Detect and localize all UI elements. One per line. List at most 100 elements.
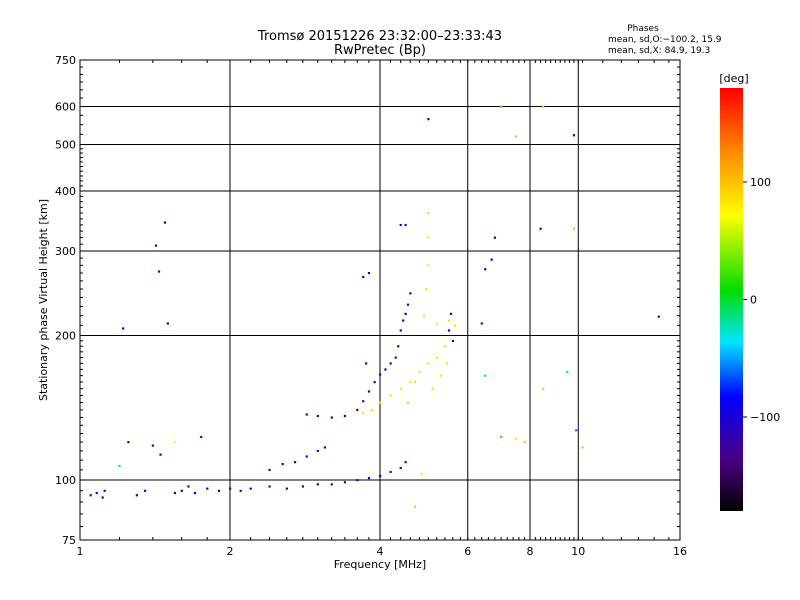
data-point	[427, 118, 430, 121]
colorbar-tick-label: −100	[750, 411, 780, 424]
y-tick-label: 75	[62, 534, 76, 547]
data-point	[427, 362, 430, 365]
data-point	[268, 485, 271, 488]
data-point	[180, 489, 183, 492]
data-point	[451, 339, 455, 343]
data-point	[409, 381, 412, 384]
data-point	[239, 489, 242, 492]
data-point	[515, 135, 518, 138]
data-point	[281, 462, 284, 466]
data-point	[367, 476, 371, 480]
x-tick-label: 2	[227, 545, 234, 558]
data-point	[89, 494, 92, 497]
data-point	[399, 223, 402, 227]
data-point	[229, 487, 232, 490]
data-point	[187, 485, 190, 488]
data-point	[404, 461, 407, 464]
data-point	[542, 387, 545, 390]
data-point	[362, 400, 365, 403]
data-point	[135, 494, 138, 497]
data-point	[143, 489, 147, 492]
data-point	[157, 270, 161, 273]
data-point	[356, 408, 359, 412]
data-point	[362, 411, 365, 415]
data-point	[301, 485, 305, 488]
y-tick-label: 200	[55, 330, 76, 343]
data-point	[316, 483, 319, 486]
data-point	[367, 390, 371, 393]
plot-area: 1 2 4 6 8 10 16 75 100 200 300 400 500 600 750	[55, 54, 687, 558]
data-point	[316, 449, 319, 453]
data-point	[539, 227, 542, 230]
data-point	[394, 356, 397, 359]
data-point	[435, 356, 438, 359]
data-point	[515, 437, 518, 440]
colorbar-tick-label: 0	[750, 294, 757, 307]
colorbar	[720, 88, 743, 511]
data-point	[293, 461, 297, 464]
data-point	[127, 441, 130, 444]
data-point	[480, 322, 483, 325]
x-tick-label: 16	[673, 545, 687, 558]
x-tick-label: 6	[464, 545, 471, 558]
data-point	[427, 264, 430, 267]
data-point	[447, 319, 451, 322]
data-point	[217, 489, 221, 492]
data-point	[362, 275, 365, 279]
data-point	[384, 368, 387, 371]
y-axis-label: Stationary phase Virtual Height [km]	[37, 199, 50, 401]
data-point	[399, 387, 402, 390]
data-point	[500, 105, 503, 108]
data-point	[657, 315, 660, 318]
data-point	[422, 314, 426, 317]
data-point	[268, 468, 271, 472]
data-point	[406, 303, 410, 306]
data-point	[484, 374, 487, 377]
data-point	[484, 268, 487, 271]
data-point	[200, 435, 203, 439]
chart-title: Tromsø 20151226 23:32:00–23:33:43	[257, 29, 502, 44]
data-point	[402, 319, 405, 322]
data-point	[118, 464, 121, 468]
data-point	[404, 223, 407, 227]
data-point	[367, 271, 371, 275]
data-point	[323, 446, 327, 449]
data-point	[173, 491, 177, 495]
data-point	[572, 227, 576, 230]
data-point	[443, 345, 447, 348]
data-point	[431, 387, 434, 390]
data-point	[542, 105, 545, 108]
data-point	[305, 455, 308, 458]
data-point	[399, 466, 402, 470]
data-point	[409, 292, 412, 295]
data-point	[453, 324, 456, 327]
plot-frame	[79, 59, 681, 541]
data-point	[379, 373, 382, 376]
data-point	[330, 416, 333, 419]
data-point	[379, 401, 382, 404]
data-point	[445, 362, 449, 365]
data-point	[103, 489, 106, 492]
data-point	[404, 312, 407, 315]
data-point	[413, 381, 417, 384]
data-point	[490, 258, 493, 261]
data-point	[389, 470, 392, 474]
legend-line-o: mean, sd,O:−100.2, 15.9	[608, 35, 722, 45]
data-point	[575, 429, 578, 432]
x-tick-label: 4	[377, 545, 384, 558]
x-tick-label: 8	[527, 545, 534, 558]
data-point	[581, 446, 584, 449]
data-point	[425, 288, 428, 291]
chart-subtitle: RwPretec (Bp)	[334, 43, 426, 58]
data-point	[305, 413, 308, 416]
data-point	[206, 487, 209, 490]
colorbar-tick-label: 100	[750, 176, 771, 189]
data-point	[435, 322, 438, 325]
data-point	[122, 327, 125, 330]
y-tick-label: 300	[55, 245, 76, 258]
y-tick-label: 750	[55, 54, 76, 67]
data-point	[95, 491, 98, 495]
x-tick-label: 10	[571, 545, 585, 558]
data-point	[249, 487, 252, 490]
